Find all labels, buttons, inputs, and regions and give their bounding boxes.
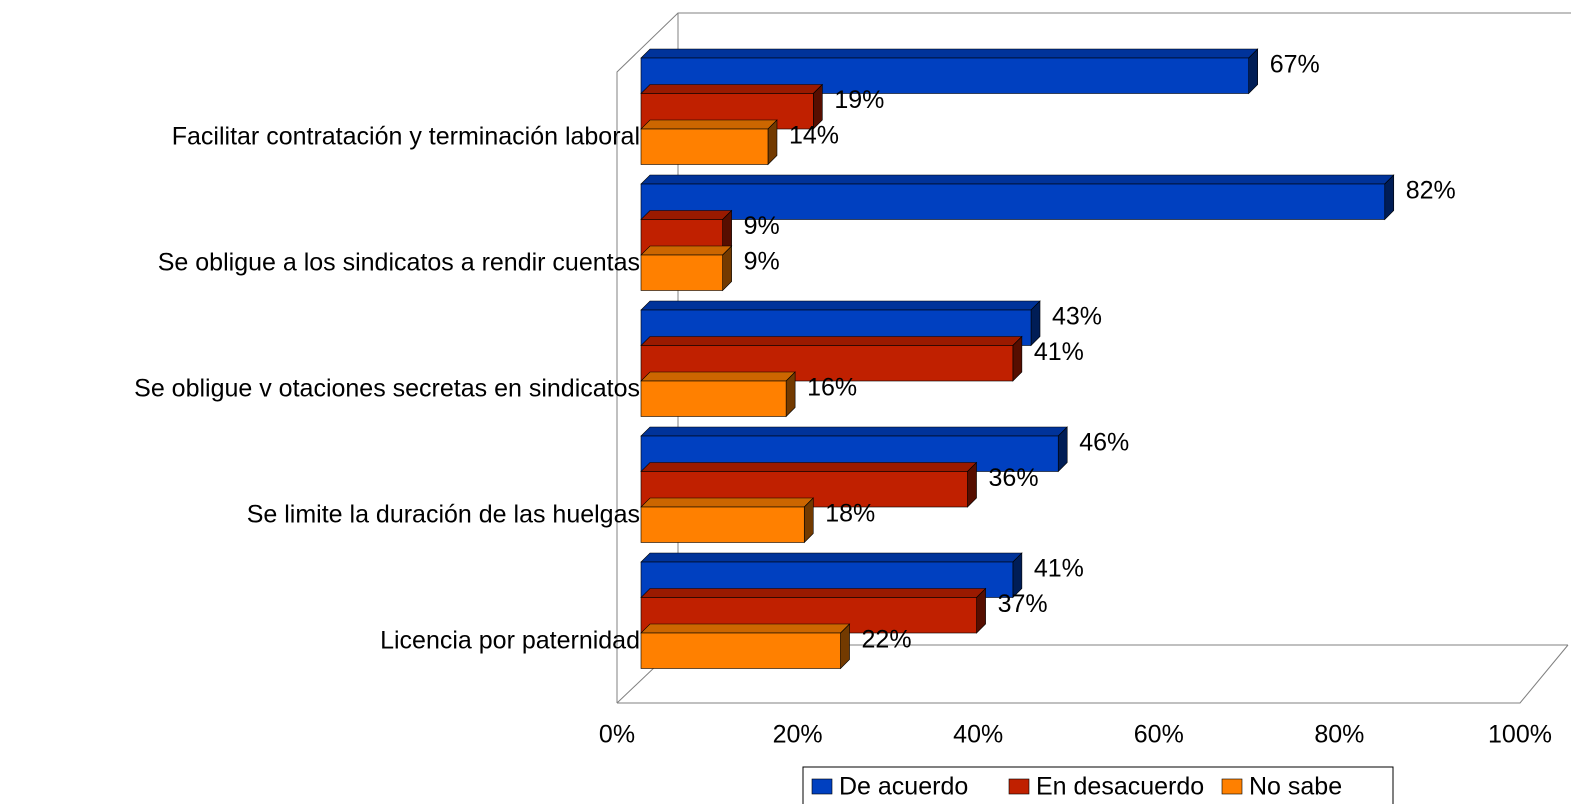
- bar-top: [640, 623, 851, 634]
- category-label: Se obligue a los sindicatos a rendir cue…: [158, 249, 640, 277]
- bar-front: [640, 254, 723, 291]
- bar-top: [640, 174, 1395, 185]
- bar-top: [640, 210, 733, 220]
- data-label: 19%: [834, 86, 884, 114]
- data-label: 9%: [744, 248, 780, 276]
- data-label: 37%: [998, 590, 1048, 618]
- data-label: 22%: [862, 626, 912, 654]
- legend-swatch: [1008, 778, 1030, 795]
- data-label: 41%: [1034, 338, 1084, 366]
- bar-top: [640, 497, 814, 508]
- x-tick-label: 0%: [599, 721, 635, 749]
- bar: [640, 174, 1395, 221]
- bar: [640, 245, 733, 292]
- bar-top: [640, 336, 1023, 346]
- floor-edge: [617, 644, 1569, 704]
- legend-swatch: [811, 778, 833, 795]
- data-label: 46%: [1079, 429, 1129, 457]
- bar-top: [640, 300, 1041, 311]
- data-label: 9%: [744, 212, 780, 240]
- data-label: 18%: [825, 500, 875, 528]
- bar: [640, 83, 824, 130]
- x-tick-label: 100%: [1488, 721, 1552, 749]
- bar-top: [640, 84, 824, 94]
- bar: [640, 623, 851, 670]
- bar-top: [640, 426, 1068, 437]
- x-tick-label: 20%: [773, 721, 823, 749]
- bar-top: [640, 119, 778, 130]
- bar-front: [640, 380, 787, 417]
- bar-top: [640, 371, 796, 382]
- bar-front: [640, 183, 1386, 220]
- bar-top: [640, 245, 733, 256]
- legend-box: [802, 766, 1394, 804]
- legend-label: En desacuerdo: [1036, 773, 1204, 801]
- bar-top: [640, 552, 1023, 563]
- data-label: 14%: [789, 122, 839, 150]
- data-label: 67%: [1270, 51, 1320, 79]
- back-wall-edge: [616, 12, 1571, 703]
- legend-label: De acuerdo: [839, 773, 968, 801]
- bar: [640, 371, 796, 418]
- bar: [640, 497, 814, 544]
- bar-top: [640, 48, 1259, 59]
- category-label: Facilitar contratación y terminación lab…: [172, 123, 640, 151]
- x-tick-label: 80%: [1314, 721, 1364, 749]
- legend-swatch: [1221, 778, 1243, 795]
- bar-front: [640, 632, 841, 669]
- category-label: Se limite la duración de las huelgas: [247, 501, 640, 529]
- bar-top: [640, 588, 987, 598]
- x-tick-label: 40%: [953, 721, 1003, 749]
- bar-front: [640, 506, 805, 543]
- bar-front: [640, 128, 769, 165]
- x-tick-label: 60%: [1134, 721, 1184, 749]
- data-label: 16%: [807, 374, 857, 402]
- category-label: Licencia por paternidad: [380, 627, 640, 655]
- bar-top: [640, 462, 978, 472]
- bar: [640, 119, 778, 166]
- category-label: Se obligue v otaciones secretas en sindi…: [134, 375, 640, 403]
- legend-label: No sabe: [1249, 773, 1342, 801]
- legend: De acuerdo En desacuerdo No sabe: [802, 766, 1394, 804]
- data-label: 43%: [1052, 303, 1102, 331]
- data-label: 36%: [989, 464, 1039, 492]
- data-label: 82%: [1406, 177, 1456, 205]
- data-label: 41%: [1034, 555, 1084, 583]
